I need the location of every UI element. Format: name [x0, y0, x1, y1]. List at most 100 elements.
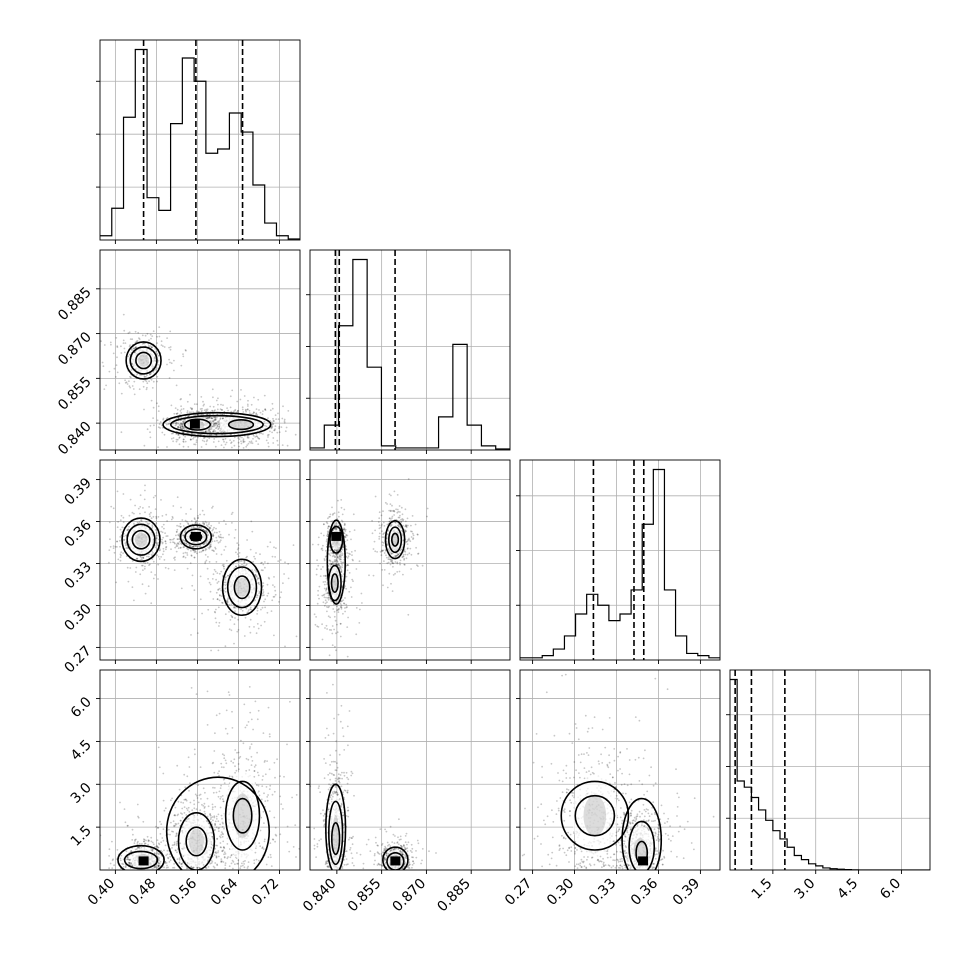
- sample-point: [336, 561, 339, 563]
- sample-point: [213, 568, 216, 571]
- sample-point: [170, 548, 172, 551]
- sample-point: [144, 511, 146, 514]
- sample-point: [263, 600, 265, 603]
- sample-point: [142, 507, 144, 509]
- sample-point: [258, 583, 261, 586]
- sample-point: [131, 586, 134, 589]
- sample-point: [322, 594, 325, 597]
- contour: [184, 528, 208, 546]
- sample-point: [108, 370, 111, 373]
- sample-point: [211, 529, 214, 532]
- sample-point: [277, 560, 280, 562]
- sample-point: [337, 499, 339, 502]
- sample-point: [406, 517, 409, 520]
- sample-point: [150, 337, 152, 340]
- sample-point: [145, 380, 148, 383]
- sample-point: [265, 439, 268, 442]
- sample-point: [215, 553, 218, 555]
- sample-point: [390, 494, 392, 497]
- sample-point: [129, 567, 132, 569]
- sample-point: [188, 432, 190, 435]
- sample-point: [172, 541, 174, 543]
- sample-point: [179, 398, 182, 401]
- sample-point: [390, 524, 392, 527]
- y-tick-label: 0.30: [61, 601, 94, 634]
- sample-point: [322, 575, 325, 577]
- sample-point: [400, 521, 403, 523]
- sample-point: [164, 540, 167, 543]
- sample-point: [334, 555, 336, 558]
- sample-point: [184, 519, 187, 522]
- sample-point: [320, 548, 323, 550]
- sample-point: [135, 346, 137, 349]
- sample-point: [166, 337, 169, 339]
- sample-point: [148, 506, 151, 508]
- sample-point: [163, 527, 165, 530]
- sample-point: [175, 433, 178, 435]
- sample-point: [407, 613, 410, 616]
- sample-point: [250, 608, 253, 611]
- sample-point: [161, 515, 164, 517]
- sample-point: [164, 862, 167, 864]
- sample-point: [209, 583, 212, 586]
- sample-point: [382, 542, 385, 544]
- sample-point: [404, 529, 407, 532]
- sample-point: [157, 578, 159, 580]
- sample-point: [233, 642, 235, 645]
- sample-point: [173, 541, 176, 544]
- sample-point: [241, 406, 244, 409]
- sample-point: [340, 558, 342, 561]
- sample-point: [404, 524, 407, 527]
- sample-point: [340, 569, 343, 572]
- sample-point: [241, 436, 243, 439]
- density-fill: [134, 532, 148, 547]
- sample-point: [381, 541, 384, 544]
- sample-point: [397, 553, 399, 556]
- sample-point: [382, 510, 384, 513]
- sample-point: [264, 598, 267, 601]
- sample-point: [174, 556, 176, 559]
- sample-point: [149, 563, 151, 566]
- sample-point: [174, 559, 176, 561]
- sample-point: [255, 632, 258, 635]
- sample-point: [139, 512, 141, 515]
- sample-point: [215, 426, 218, 429]
- sample-point: [174, 546, 177, 549]
- sample-point: [147, 840, 150, 843]
- sample-point: [230, 442, 232, 444]
- sample-point: [169, 541, 172, 544]
- sample-point: [337, 564, 340, 567]
- sample-point: [355, 633, 358, 636]
- sample-point: [192, 438, 194, 440]
- sample-point: [177, 422, 180, 425]
- sample-point: [177, 542, 180, 544]
- sample-point: [176, 412, 178, 415]
- sample-point: [267, 592, 270, 595]
- sample-point: [254, 436, 257, 438]
- sample-point: [264, 606, 266, 609]
- sample-point: [215, 536, 218, 539]
- sample-point: [119, 536, 122, 538]
- sample-point: [339, 555, 342, 558]
- sample-point: [172, 505, 175, 507]
- sample-point: [114, 376, 117, 378]
- sample-point: [392, 562, 395, 565]
- sample-point: [175, 438, 178, 441]
- sample-point: [180, 422, 182, 424]
- panel-content: [100, 686, 300, 870]
- sample-point: [317, 536, 320, 539]
- sample-point: [167, 567, 170, 570]
- sample-point: [247, 609, 250, 612]
- sample-point: [345, 548, 348, 551]
- sample-point: [326, 587, 328, 589]
- sample-point: [171, 515, 174, 518]
- sample-point: [120, 514, 123, 517]
- sample-point: [146, 835, 149, 838]
- sample-point: [340, 606, 343, 609]
- sample-point: [389, 551, 391, 553]
- sample-point: [192, 549, 195, 551]
- sample-point: [271, 431, 273, 434]
- sample-point: [322, 534, 325, 537]
- sample-point: [169, 538, 171, 541]
- sample-point: [382, 533, 385, 536]
